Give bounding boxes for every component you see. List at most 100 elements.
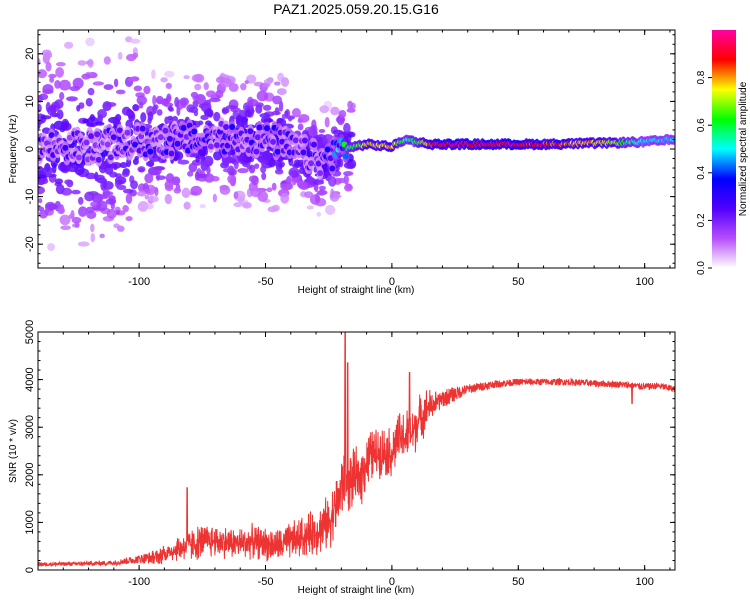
- heat-blob: [59, 91, 65, 101]
- heat-blob: [160, 77, 168, 83]
- heat-blob: [137, 166, 146, 173]
- spectrogram-y-axis: -20 -10 0 10 20: [24, 34, 675, 264]
- heat-blob: [173, 187, 182, 194]
- ridge-core: [274, 148, 281, 155]
- spectrogram-heatmap: [38, 36, 675, 251]
- heat-blob: [337, 177, 346, 184]
- heat-blob: [116, 184, 127, 191]
- x-tick-label: -50: [258, 276, 274, 288]
- heat-blob: [306, 205, 314, 210]
- heat-blob: [116, 225, 125, 232]
- heat-blob: [197, 120, 204, 125]
- heat-blob: [129, 38, 141, 44]
- ridge-core: [162, 127, 169, 134]
- heat-blob: [155, 99, 168, 104]
- heat-blob: [177, 159, 190, 165]
- ridge-core: [180, 124, 187, 131]
- heat-blob: [74, 221, 80, 228]
- ridge-core: [147, 148, 154, 155]
- heat-blob: [261, 172, 267, 181]
- heat-blob: [154, 187, 159, 197]
- heat-blob: [121, 170, 130, 178]
- heat-blob: [314, 178, 324, 183]
- heat-blob: [166, 93, 172, 103]
- heat-blob: [171, 116, 179, 122]
- heat-blob: [122, 205, 129, 213]
- heat-blob: [308, 175, 314, 185]
- heat-blob: [261, 82, 271, 88]
- heat-blob: [330, 106, 340, 116]
- heat-blob: [164, 193, 173, 205]
- heat-blob: [212, 193, 217, 203]
- snr-frame: [37, 331, 676, 571]
- heat-blob: [89, 114, 96, 122]
- heat-blob: [316, 211, 322, 217]
- heat-blob: [172, 150, 184, 161]
- heat-blob: [183, 201, 191, 210]
- heat-blob: [138, 200, 149, 211]
- heat-blob: [54, 80, 61, 89]
- heat-blob: [90, 233, 96, 243]
- heat-blob: [195, 173, 207, 179]
- heat-blob: [148, 195, 159, 203]
- heat-blob: [64, 41, 74, 49]
- y-tick-label: 4000: [24, 367, 36, 391]
- ridge-core: [157, 134, 164, 141]
- heat-blob: [126, 111, 134, 116]
- heat-blob: [152, 94, 157, 106]
- heat-blob: [174, 96, 180, 108]
- heat-blob: [165, 82, 172, 90]
- ridge-core: [95, 156, 102, 163]
- heat-blob: [64, 179, 73, 185]
- colorbar-tick-label: 0.4: [696, 165, 707, 179]
- heat-blob: [41, 49, 52, 57]
- heat-blob: [60, 187, 73, 196]
- heat-blob: [61, 122, 72, 131]
- heat-blob: [47, 243, 55, 251]
- heat-blob: [82, 118, 90, 124]
- ridge-core: [132, 141, 139, 148]
- heat-blob: [206, 107, 212, 116]
- heat-blob: [195, 155, 200, 163]
- heat-blob: [143, 85, 151, 95]
- heat-blob: [227, 174, 237, 184]
- x-tick-label: -100: [128, 276, 150, 288]
- heat-blob: [318, 128, 326, 134]
- heat-blob: [193, 73, 205, 83]
- ridge-core: [270, 138, 277, 145]
- heat-blob: [117, 51, 123, 60]
- heat-blob: [181, 99, 187, 109]
- heat-blob: [41, 166, 54, 175]
- heat-blob: [40, 115, 52, 120]
- ridge-core: [116, 127, 123, 134]
- heat-blob: [228, 82, 239, 92]
- colorbar: 0.0 0.2 0.4 0.6 0.8 Normalized spectral ampl…: [696, 30, 749, 275]
- heat-blob: [221, 107, 230, 114]
- heat-blob: [304, 191, 314, 199]
- heat-blob: [208, 97, 221, 103]
- heat-blob: [240, 118, 248, 129]
- spectrogram-x-label: Height of straight line (km): [298, 285, 415, 296]
- heat-blob: [262, 151, 272, 161]
- heat-blob: [343, 171, 354, 177]
- ridge-core: [329, 165, 336, 172]
- heat-blob: [99, 233, 105, 239]
- ridge-core: [308, 160, 314, 167]
- heat-blob: [71, 189, 81, 195]
- spectrogram-y-label: Frequency (Hz): [8, 115, 19, 184]
- heat-blob: [271, 204, 280, 212]
- heat-blob: [318, 188, 325, 196]
- heat-blob: [294, 110, 301, 115]
- heat-blob: [280, 192, 290, 204]
- heat-blob: [88, 191, 99, 196]
- heat-blob: [38, 94, 43, 103]
- ridge-core: [324, 146, 331, 153]
- ridge-core: [207, 143, 214, 150]
- ridge-core: [317, 170, 324, 177]
- ridge-core: [253, 148, 260, 155]
- heat-blob: [93, 174, 105, 181]
- heat-blob: [76, 104, 81, 112]
- heat-blob: [219, 185, 231, 195]
- heat-blob: [164, 184, 174, 192]
- heat-blob: [338, 109, 347, 119]
